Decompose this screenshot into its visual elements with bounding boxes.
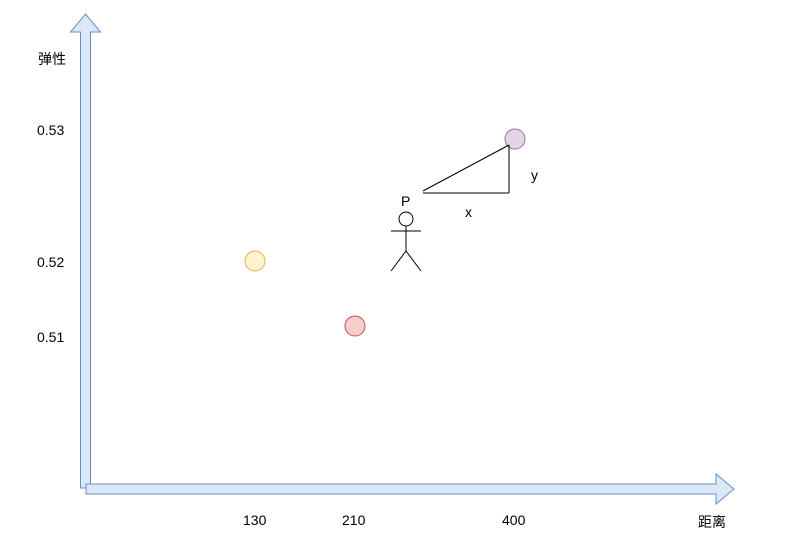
- point-purple: [504, 128, 526, 150]
- person-label: P: [401, 193, 411, 209]
- x-tick-label: 130: [243, 512, 267, 528]
- triangle-x-label: x: [465, 204, 472, 220]
- y-tick-label: 0.53: [37, 122, 65, 138]
- x-tick-label: 210: [342, 512, 366, 528]
- y-tick-label: 0.52: [37, 254, 65, 270]
- person-icon: [390, 211, 422, 272]
- point-yellow: [244, 250, 266, 272]
- y-axis-arrow: [69, 13, 102, 489]
- y-tick-label: 0.51: [37, 329, 65, 345]
- x-axis-arrow: [85, 472, 735, 506]
- y-axis-label: 弹性: [38, 51, 66, 67]
- x-tick-label: 400: [502, 512, 526, 528]
- triangle-y-label: y: [531, 167, 538, 183]
- point-red: [344, 315, 366, 337]
- x-axis-label: 距离: [698, 514, 726, 530]
- triangle-hypotenuse: [422, 144, 510, 192]
